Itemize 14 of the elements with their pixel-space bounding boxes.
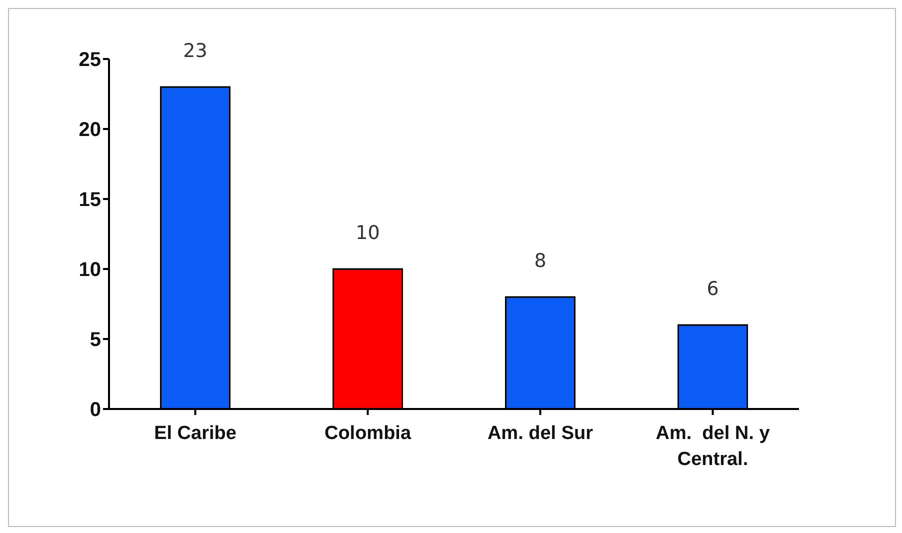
y-tick-label: 10 <box>78 259 101 282</box>
y-tick-label: 0 <box>90 399 101 422</box>
y-tick-label: 15 <box>78 189 101 212</box>
x-tick-label: El Caribe <box>154 423 236 444</box>
y-tick-label: 20 <box>78 119 101 142</box>
data-label: 10 <box>356 222 380 244</box>
x-tick-label: Am. del Sur <box>487 423 594 444</box>
data-label: 23 <box>183 40 208 62</box>
y-tick-label: 25 <box>78 49 101 72</box>
x-tick-label: Colombia <box>324 423 412 444</box>
x-tick-label: Am. del N. y Central. <box>656 423 770 470</box>
data-label: 8 <box>534 250 546 272</box>
data-label: 6 <box>706 278 719 300</box>
y-tick-label: 5 <box>90 329 101 352</box>
